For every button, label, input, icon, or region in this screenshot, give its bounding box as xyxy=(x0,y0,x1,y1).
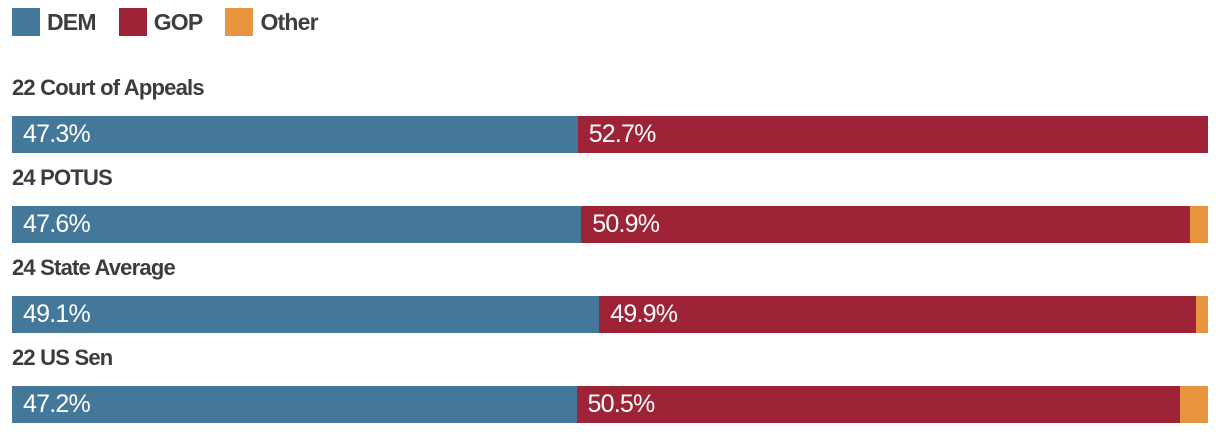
other-segment xyxy=(1196,296,1208,333)
dem-segment: 49.1% xyxy=(12,296,600,333)
chart-legend: DEM GOP Other xyxy=(0,0,1220,36)
gop-segment: 50.5% xyxy=(576,386,1181,423)
legend-item-gop: GOP xyxy=(118,8,204,36)
bar-group-us-sen: 22 US Sen 47.2% 50.5% xyxy=(12,346,1208,423)
dem-segment: 47.3% xyxy=(12,116,578,153)
dem-value-label: 47.3% xyxy=(23,120,91,148)
gop-value-label: 50.5% xyxy=(587,390,656,418)
stacked-bar: 49.1% 49.9% xyxy=(12,296,1208,333)
dem-value-label: 47.6% xyxy=(23,210,91,238)
legend-item-dem: DEM xyxy=(12,8,97,36)
gop-segment: 52.7% xyxy=(577,116,1208,153)
bar-group-title: 22 Court of Appeals xyxy=(12,75,205,100)
stacked-bar: 47.6% 50.9% xyxy=(12,206,1208,243)
dem-segment: 47.6% xyxy=(12,206,582,243)
stacked-bar: 47.2% 50.5% xyxy=(12,386,1208,423)
dem-value-label: 49.1% xyxy=(23,300,91,328)
gop-segment: 50.9% xyxy=(581,206,1191,243)
dem-color-swatch xyxy=(12,8,40,36)
gop-value-label: 50.9% xyxy=(592,210,660,238)
bar-group-title: 24 State Average xyxy=(12,255,176,280)
dem-value-label: 47.2% xyxy=(23,390,91,418)
legend-item-other: Other xyxy=(225,8,319,36)
other-segment xyxy=(1190,206,1208,243)
gop-value-label: 52.7% xyxy=(588,120,657,148)
bar-group-state-average: 24 State Average 49.1% 49.9% xyxy=(12,256,1208,333)
other-segment xyxy=(1180,386,1208,423)
gop-segment: 49.9% xyxy=(599,296,1197,333)
legend-label-gop: GOP xyxy=(153,8,204,35)
bar-group-title: 24 POTUS xyxy=(12,165,113,190)
bar-group-potus: 24 POTUS 47.6% 50.9% xyxy=(12,166,1208,243)
legend-label-other: Other xyxy=(260,8,318,35)
other-color-swatch xyxy=(225,8,254,36)
legend-label-dem: DEM xyxy=(47,8,97,35)
gop-value-label: 49.9% xyxy=(610,300,678,328)
bar-group-court-of-appeals: 22 Court of Appeals 47.3% 52.7% xyxy=(12,76,1208,153)
stacked-bar: 47.3% 52.7% xyxy=(12,116,1208,153)
dem-segment: 47.2% xyxy=(12,386,577,423)
stacked-bar-chart: 22 Court of Appeals 47.3% 52.7% 24 POTUS… xyxy=(0,76,1220,423)
gop-color-swatch xyxy=(118,8,147,36)
bar-group-title: 22 US Sen xyxy=(12,345,113,370)
